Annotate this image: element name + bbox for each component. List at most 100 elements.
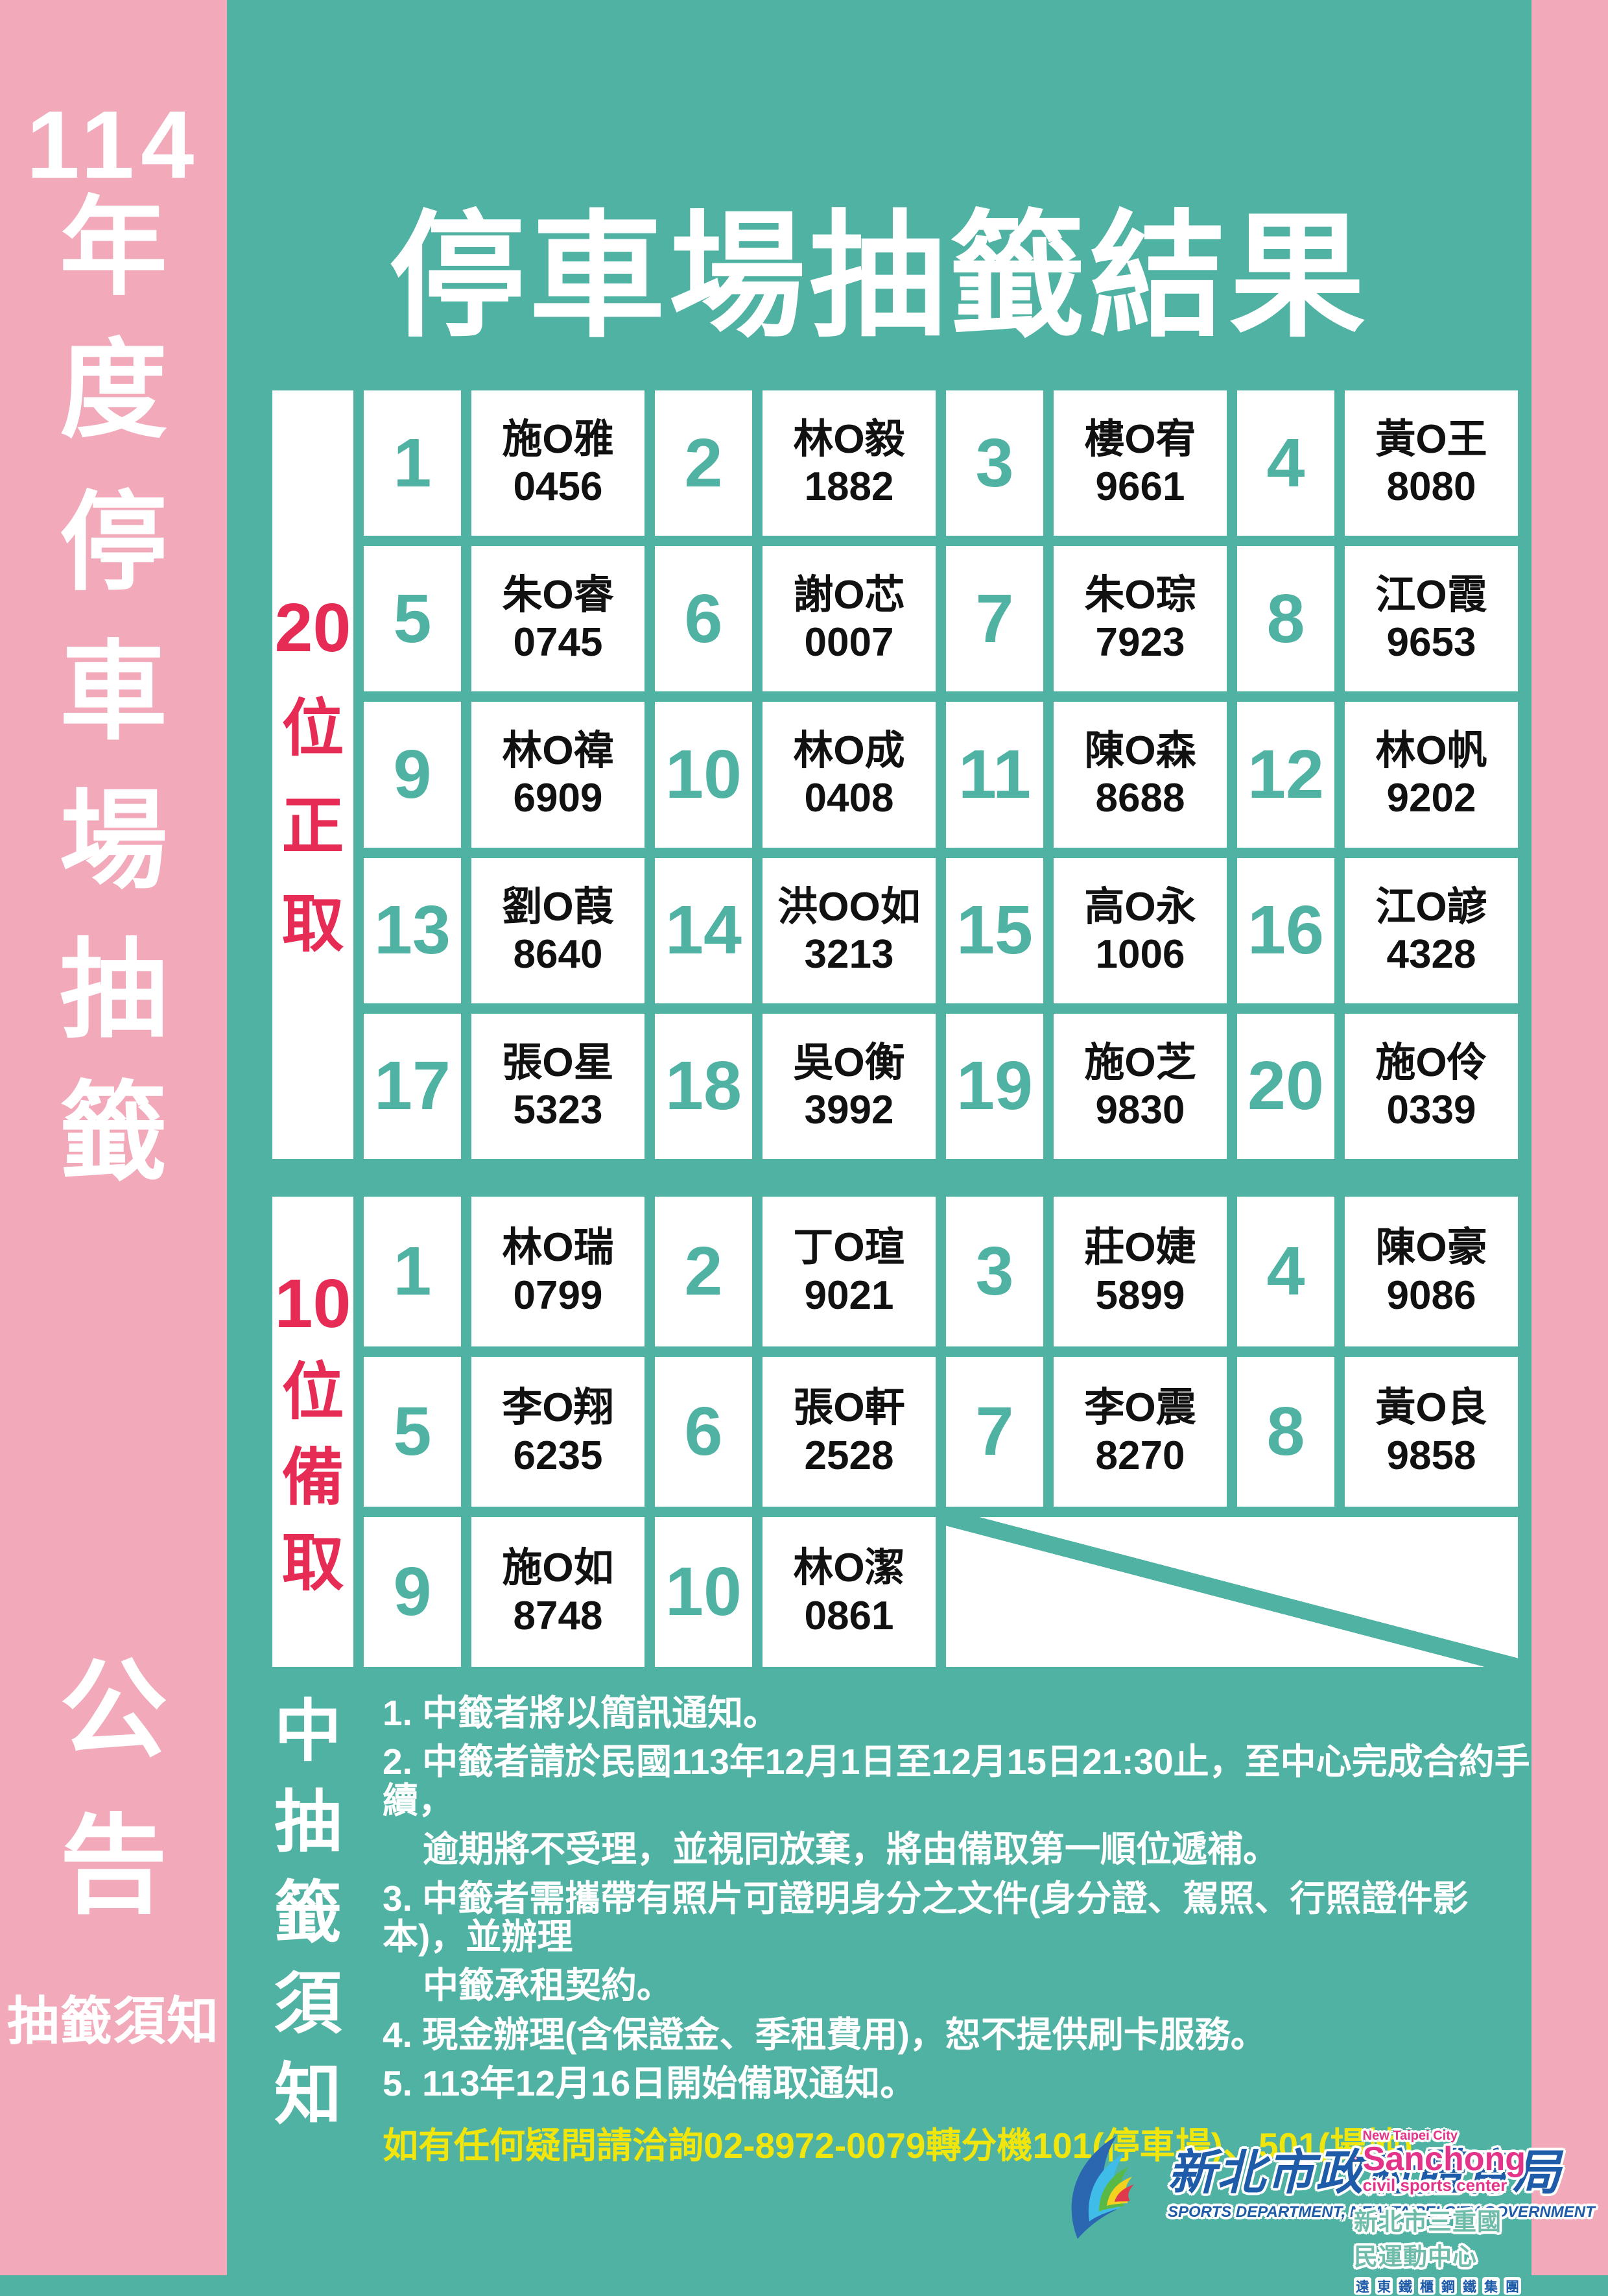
entry-number: 16 [1237, 857, 1334, 1003]
entry-name: 施O芝 [1084, 1040, 1196, 1085]
entry-name: 林O瑞 [502, 1225, 614, 1271]
entry-code: 3213 [804, 931, 894, 977]
entry-name: 朱O睿 [502, 573, 614, 618]
entry-name: 施O伶 [1375, 1040, 1487, 1085]
entry-code: 9021 [804, 1273, 894, 1318]
notes-label-char: 中 [274, 1694, 342, 1769]
entry-code: 1006 [1095, 931, 1185, 977]
entry-number: 14 [655, 857, 752, 1003]
entry-number: 12 [1237, 702, 1334, 848]
entry-code: 8270 [1095, 1433, 1185, 1478]
entry-code: 9661 [1095, 464, 1185, 510]
entry-name-cell: 張O軒 2528 [763, 1357, 936, 1507]
entry-code: 0456 [513, 464, 603, 510]
phoenix-bird-icon [1071, 2136, 1134, 2239]
entry-name-cell: 朱O琮 7923 [1054, 546, 1227, 692]
entry-name: 施O如 [502, 1546, 614, 1591]
table-label-char: 位 [281, 693, 344, 763]
entry-code: 6909 [513, 776, 603, 821]
table-label-char: 取 [281, 889, 344, 959]
sanchong-name: Sanchong [1362, 2140, 1526, 2178]
sanchong-city-label: New Taipei City [1362, 2129, 1458, 2143]
entry-code: 0745 [513, 620, 603, 665]
note-line: 中籤承租契約。 [423, 1965, 673, 2006]
entry-code: 1882 [804, 464, 894, 510]
entry-name-cell: 施O芝 9830 [1054, 1013, 1227, 1159]
entry-code: 9858 [1386, 1433, 1476, 1478]
group-char-box: 東 [1375, 2277, 1393, 2295]
entry-number: 10 [655, 1517, 752, 1667]
entry-number: 18 [655, 1013, 752, 1159]
notes-label-char: 抽 [274, 1785, 342, 1860]
entry-name-cell: 江O霞 9653 [1345, 546, 1518, 692]
entry-code: 4328 [1386, 931, 1476, 977]
entry-code: 5899 [1095, 1273, 1185, 1318]
entry-number: 1 [364, 390, 461, 536]
entry-name: 黃O王 [1375, 416, 1487, 462]
note-line: 5. 113年12月16日開始備取通知。 [383, 2063, 916, 2104]
table-label-char: 正 [281, 791, 344, 861]
entry-code: 2528 [804, 1433, 894, 1478]
entry-code: 8640 [513, 931, 603, 977]
sports-department-title: 新北市政府體育局 [1168, 2146, 1562, 2200]
entry-number: 5 [364, 1357, 461, 1507]
entry-name-cell: 施O雅 0456 [471, 390, 644, 536]
sanchong-center-logo: New Taipei City Sanchong civil sports ce… [1354, 2129, 1526, 2295]
entry-name: 謝O芯 [793, 573, 905, 618]
entry-code: 8688 [1095, 776, 1185, 821]
notes-list: 1. 中籤者將以簡訊通知。 2. 中籤者請於民國113年12月1日至12月15日2… [383, 1693, 1530, 2175]
entry-name-cell: 林O潔 0861 [763, 1517, 936, 1667]
entry-name: 張O星 [502, 1040, 614, 1085]
entry-number: 7 [946, 1357, 1043, 1507]
entry-name-cell: 朱O睿 0745 [471, 546, 644, 692]
page-title: 停車場抽籤結果 [388, 200, 1369, 353]
entry-name: 張O軒 [793, 1385, 905, 1431]
entry-code: 9202 [1386, 776, 1476, 821]
entry-name-cell: 高O永 1006 [1054, 857, 1227, 1003]
entry-name: 林O潔 [793, 1546, 905, 1591]
entry-name-cell: 丁O瑄 9021 [763, 1197, 936, 1346]
entry-name: 施O雅 [502, 416, 614, 462]
entry-name: 吳O衡 [793, 1040, 905, 1085]
note-line: 3. 中籤者需攜帶有照片可證明身分之文件(身分證、駕照、行照證件影本)，並辦理 [383, 1878, 1469, 1957]
entry-code: 7923 [1095, 620, 1185, 665]
entry-name: 江O諺 [1375, 884, 1487, 929]
group-char-box: 團 [1504, 2277, 1521, 2295]
note-line: 1. 中籤者將以簡訊通知。 [383, 1693, 779, 1733]
sidebar-title-char: 公 [60, 1651, 167, 1771]
sanchong-cjk-name: 新北市三重國民運動中心 [1354, 2208, 1502, 2271]
backup-table: 10 位備取 1 林O瑞 0799 2 丁O瑄 9021 3 莊O婕 5899 4 陳O豪 9086 5 李O… [272, 1197, 1518, 1667]
entry-name-cell: 施O伶 0339 [1345, 1013, 1518, 1159]
entry-number: 2 [655, 1197, 752, 1346]
entry-number: 8 [1237, 546, 1334, 692]
diamond-droplet-icon [1354, 2157, 1358, 2160]
sidebar-title-char: 抽 [60, 931, 167, 1051]
entry-name: 黃O良 [1375, 1385, 1487, 1431]
entry-name-cell: 陳O森 8688 [1054, 702, 1227, 848]
entry-name: 高O永 [1084, 884, 1196, 929]
entry-name: 李O震 [1084, 1385, 1196, 1431]
table-label: 10 位備取 [272, 1197, 353, 1667]
notes-label-char: 籤 [274, 1876, 342, 1951]
entry-code: 9653 [1386, 620, 1476, 665]
entry-name-cell: 李O震 8270 [1054, 1357, 1227, 1507]
sidebar-title-char: 籤 [60, 1073, 167, 1193]
table-label: 20 位正取 [272, 390, 353, 1159]
entry-number: 3 [946, 1197, 1043, 1346]
entry-code: 3992 [804, 1087, 894, 1132]
group-char-box: 集 [1482, 2277, 1500, 2295]
entry-code: 0799 [513, 1273, 603, 1318]
notes-label-char: 知 [274, 2057, 342, 2133]
right-pink-strip [1531, 0, 1608, 2275]
group-char-box: 鐵 [1461, 2277, 1478, 2295]
entry-code: 0408 [804, 776, 894, 821]
entry-name-cell: 洪OO如 3213 [763, 857, 936, 1003]
entry-code: 0007 [804, 620, 894, 665]
entry-name-cell: 林O瑞 0799 [471, 1197, 644, 1346]
entry-number: 4 [1237, 390, 1334, 536]
entry-number: 20 [1237, 1013, 1334, 1159]
entry-name-cell: 謝O芯 0007 [763, 546, 936, 692]
entry-number: 6 [655, 546, 752, 692]
entry-name-cell: 張O星 5323 [471, 1013, 644, 1159]
sidebar-title-char: 車 [60, 632, 167, 752]
